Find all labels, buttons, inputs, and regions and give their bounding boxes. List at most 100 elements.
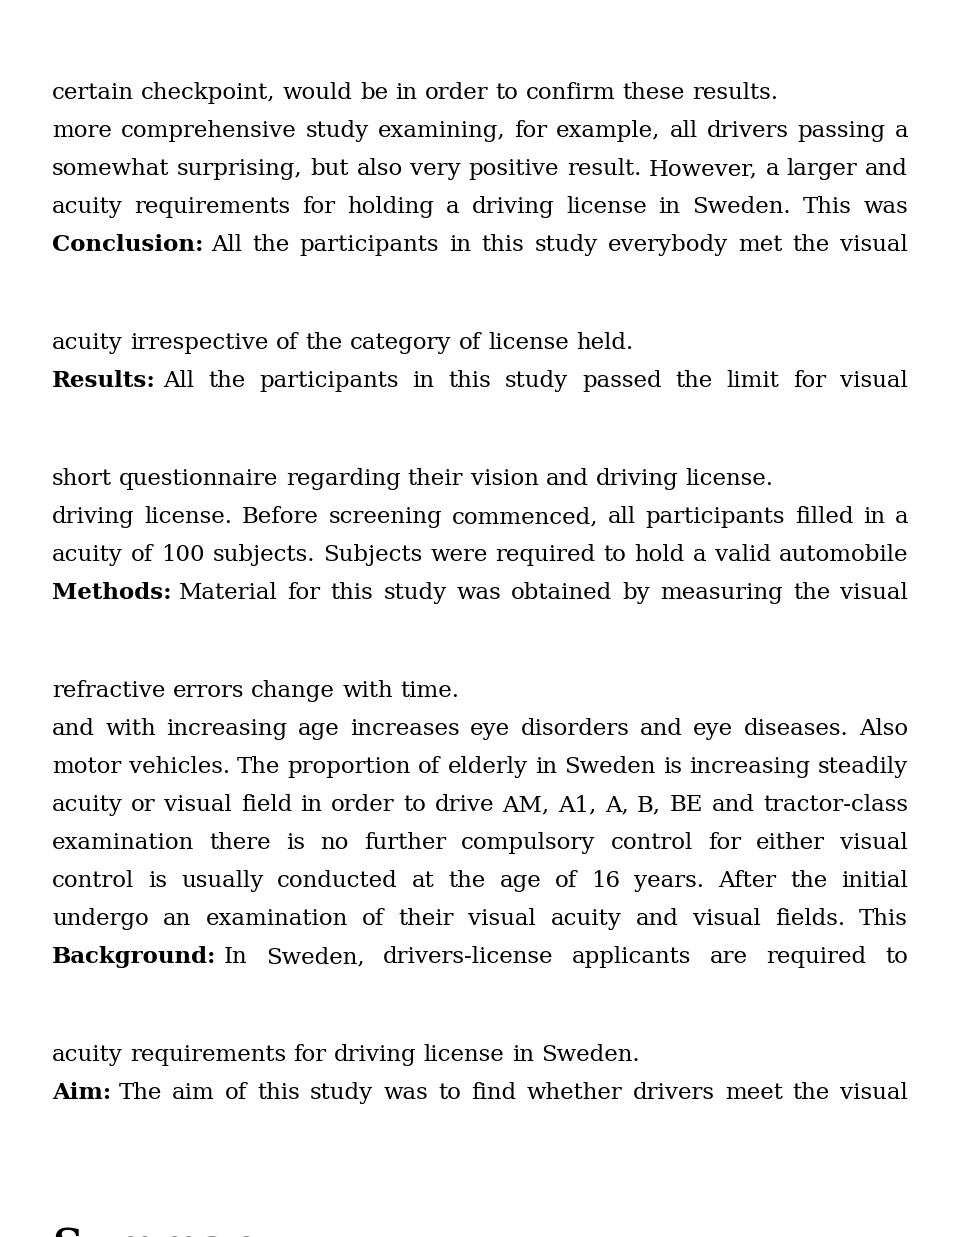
Text: years.: years.	[635, 870, 705, 892]
Text: this: this	[330, 581, 373, 604]
Text: this: this	[448, 370, 491, 392]
Text: usually: usually	[181, 870, 263, 892]
Text: All: All	[163, 370, 194, 392]
Text: in: in	[659, 195, 681, 218]
Text: examination: examination	[52, 833, 194, 854]
Text: the: the	[793, 234, 830, 256]
Text: more: more	[52, 120, 112, 142]
Text: disorders: disorders	[520, 717, 630, 740]
Text: or: or	[132, 794, 156, 816]
Text: Results:: Results:	[52, 370, 156, 392]
Text: This: This	[803, 195, 852, 218]
Text: results.: results.	[692, 82, 779, 104]
Text: a: a	[765, 158, 780, 181]
Text: A1,: A1,	[558, 794, 596, 816]
Text: in: in	[449, 234, 471, 256]
Text: fields.: fields.	[775, 908, 845, 930]
Text: these: these	[623, 82, 685, 104]
Text: participants: participants	[259, 370, 398, 392]
Text: and: and	[52, 717, 95, 740]
Text: find: find	[471, 1082, 516, 1103]
Text: surprising,: surprising,	[178, 158, 302, 181]
Text: hold: hold	[635, 544, 684, 567]
Text: 100: 100	[161, 544, 204, 567]
Text: elderly: elderly	[447, 756, 528, 778]
Text: the: the	[305, 332, 343, 354]
Text: limit: limit	[727, 370, 780, 392]
Text: there: there	[209, 833, 271, 854]
Text: BE: BE	[670, 794, 703, 816]
Text: all: all	[669, 120, 698, 142]
Text: refractive: refractive	[52, 680, 165, 703]
Text: are: are	[710, 946, 748, 969]
Text: AM,: AM,	[502, 794, 550, 816]
Text: However,: However,	[649, 158, 757, 181]
Text: acuity: acuity	[52, 195, 123, 218]
Text: examining,: examining,	[377, 120, 505, 142]
Text: the: the	[676, 370, 712, 392]
Text: holding: holding	[348, 195, 434, 218]
Text: Material: Material	[179, 581, 277, 604]
Text: and: and	[711, 794, 755, 816]
Text: an: an	[163, 908, 191, 930]
Text: initial: initial	[841, 870, 908, 892]
Text: either: either	[756, 833, 826, 854]
Text: The: The	[237, 756, 280, 778]
Text: everybody: everybody	[608, 234, 728, 256]
Text: filled: filled	[795, 506, 853, 528]
Text: After: After	[718, 870, 777, 892]
Text: visual: visual	[164, 794, 232, 816]
Text: and: and	[545, 468, 588, 490]
Text: Methods:: Methods:	[52, 581, 172, 604]
Text: change: change	[252, 680, 335, 703]
Text: In: In	[224, 946, 248, 969]
Text: drivers: drivers	[707, 120, 788, 142]
Text: acuity: acuity	[52, 794, 123, 816]
Text: vehicles.: vehicles.	[129, 756, 229, 778]
Text: category: category	[349, 332, 451, 354]
Text: this: this	[257, 1082, 300, 1103]
Text: of: of	[362, 908, 384, 930]
Text: the: the	[793, 581, 830, 604]
Text: for: for	[708, 833, 741, 854]
Text: also: also	[356, 158, 403, 181]
Text: Subjects: Subjects	[324, 544, 422, 567]
Text: acuity: acuity	[52, 1044, 123, 1066]
Text: to: to	[495, 82, 518, 104]
Text: visual: visual	[840, 370, 908, 392]
Text: license.: license.	[144, 506, 232, 528]
Text: applicants: applicants	[572, 946, 691, 969]
Text: comprehensive: comprehensive	[121, 120, 297, 142]
Text: Conclusion:: Conclusion:	[52, 234, 204, 256]
Text: was: was	[863, 195, 908, 218]
Text: B,: B,	[637, 794, 661, 816]
Text: Before: Before	[242, 506, 319, 528]
Text: acuity: acuity	[52, 332, 123, 354]
Text: is: is	[663, 756, 682, 778]
Text: with: with	[343, 680, 394, 703]
Text: subjects.: subjects.	[212, 544, 315, 567]
Text: questionnaire: questionnaire	[119, 468, 278, 490]
Text: to: to	[885, 946, 908, 969]
Text: for: for	[288, 581, 321, 604]
Text: is: is	[286, 833, 305, 854]
Text: checkpoint,: checkpoint,	[141, 82, 276, 104]
Text: in: in	[413, 370, 435, 392]
Text: eye: eye	[470, 717, 510, 740]
Text: Sweden.: Sweden.	[692, 195, 791, 218]
Text: larger: larger	[787, 158, 857, 181]
Text: The: The	[118, 1082, 162, 1103]
Text: measuring: measuring	[660, 581, 783, 604]
Text: valid: valid	[714, 544, 771, 567]
Text: driving: driving	[52, 506, 134, 528]
Text: steadily: steadily	[818, 756, 908, 778]
Text: in: in	[535, 756, 557, 778]
Text: for: for	[793, 370, 827, 392]
Text: compulsory: compulsory	[461, 833, 595, 854]
Text: aim: aim	[172, 1082, 215, 1103]
Text: of: of	[555, 870, 577, 892]
Text: and: and	[865, 158, 908, 181]
Text: Summary: Summary	[52, 1227, 274, 1237]
Text: screening: screening	[328, 506, 442, 528]
Text: of: of	[131, 544, 153, 567]
